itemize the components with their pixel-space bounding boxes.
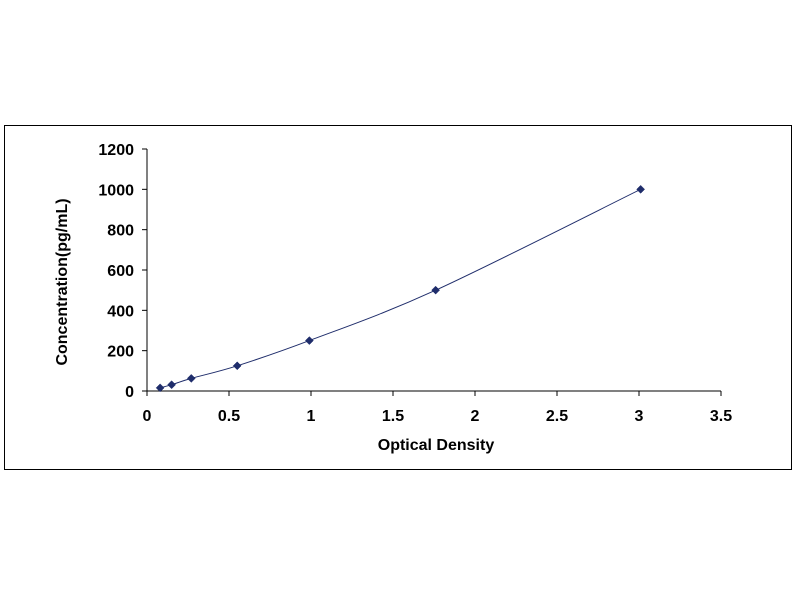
x-tick-label: 1: [307, 408, 316, 425]
trend-line: [159, 188, 641, 389]
x-tick-label: 0.5: [218, 408, 240, 425]
data-points: [155, 184, 645, 393]
y-axis-title: Concentration(pg/mL): [54, 198, 71, 365]
data-point: [232, 361, 242, 371]
x-axis-title: Optical Density: [378, 437, 495, 454]
x-tick-label: 0: [143, 408, 152, 425]
chart-plot: 0 0.5 1 1.5 2 2.5 3 3.5 0 200 400 600 800 1000 1200 Op…: [54, 142, 732, 454]
data-point: [636, 184, 645, 194]
y-tick-label: 400: [107, 303, 134, 320]
y-tick-label: 0: [125, 384, 134, 401]
y-tick-label: 600: [107, 263, 134, 280]
y-tick-label: 200: [107, 344, 134, 361]
x-tick-label: 3: [635, 408, 644, 425]
y-tick-label: 1200: [98, 142, 134, 159]
axes: 0 0.5 1 1.5 2 2.5 3 3.5 0 200 400 600 800 1000 1200: [98, 142, 732, 425]
x-tick-label: 2: [471, 408, 480, 425]
data-point: [431, 285, 440, 295]
data-point: [186, 374, 196, 383]
x-tick-label: 2.5: [546, 408, 568, 425]
y-tick-label: 800: [107, 223, 134, 240]
data-point: [167, 380, 176, 390]
data-point: [305, 336, 314, 345]
x-tick-label: 3.5: [710, 408, 732, 425]
data-point: [155, 383, 165, 393]
y-tick-label: 1000: [98, 182, 134, 199]
trendline-group: [159, 188, 641, 389]
x-tick-label: 1.5: [382, 408, 404, 425]
chart-frame: 0 0.5 1 1.5 2 2.5 3 3.5 0 200 400 600 800 1000 1200 Op…: [4, 125, 792, 470]
